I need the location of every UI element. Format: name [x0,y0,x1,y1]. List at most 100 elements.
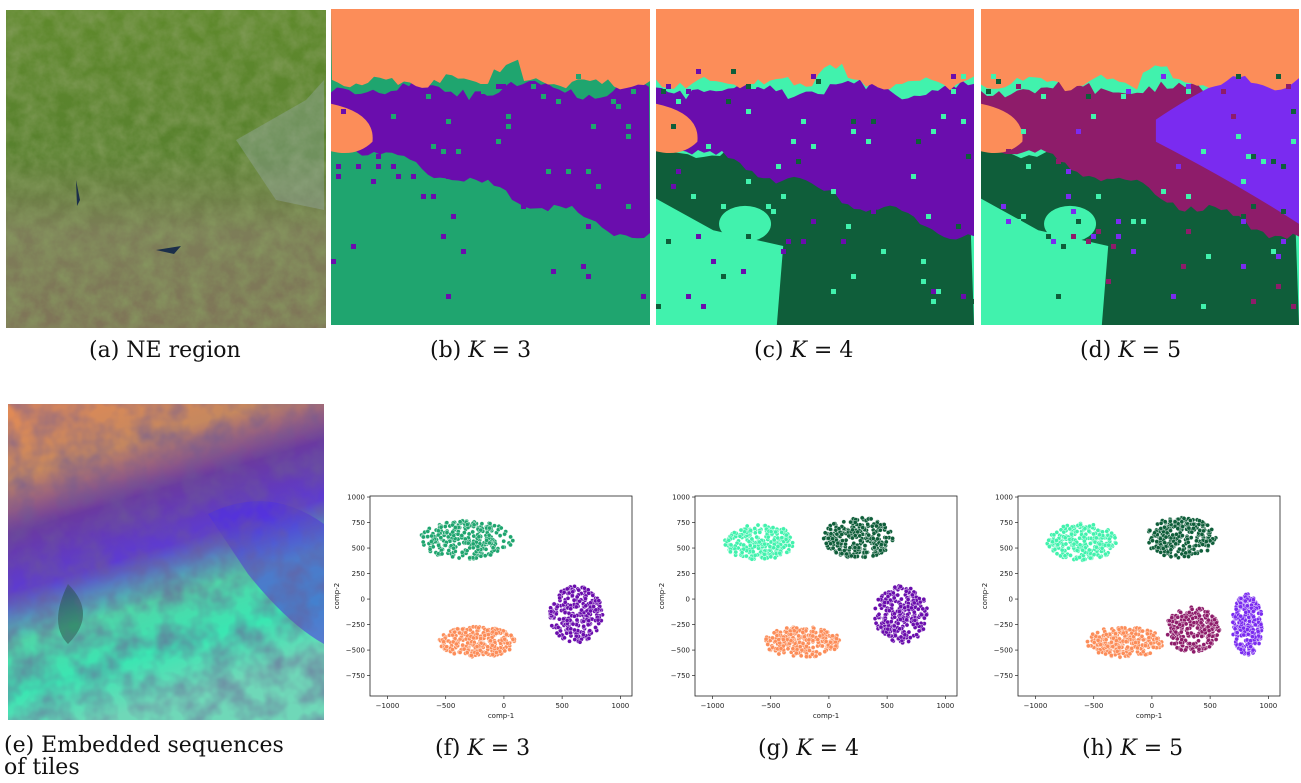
map-pixel [871,119,876,124]
scatter-point [561,590,567,595]
map-pixel [391,164,396,169]
y-tick-label: 0 [686,596,690,604]
scatter-point [438,524,444,530]
scatter-point [726,538,732,543]
scatter-point [898,634,904,640]
map-pixel [746,119,751,124]
map-pixel [951,89,956,94]
scatter-point [1103,551,1108,557]
map-pixel [796,159,801,164]
scatter-point [1179,637,1184,642]
scatter-point [883,535,889,541]
scatter-point [446,548,452,553]
scatter-point [889,637,895,643]
map-pixel [501,84,506,89]
scatter-point [779,530,784,535]
scatter-point [1253,622,1258,628]
map-pixel [611,99,616,104]
scatter-point [1245,627,1250,632]
scatter-point [1170,635,1176,641]
map-pixel [616,104,621,109]
scatter-point [1202,627,1207,633]
map-pixel [686,189,691,194]
y-tick-label: −500 [671,647,690,655]
scatter-point [484,538,489,543]
map-pixel [1061,244,1066,249]
map-pixel [541,94,546,99]
map-pixel [986,89,991,94]
map-pixel [516,124,521,129]
scatter-point [728,549,733,555]
map-pixel [1241,264,1246,269]
scatter-point [583,603,589,609]
scatter-point [862,554,868,560]
y-tick-label: 1000 [347,494,365,502]
map-pixel [1291,304,1296,309]
scatter-point [1139,634,1145,639]
map-pixel [791,139,796,144]
scatter-point [1197,518,1202,524]
scatter-point [852,533,858,538]
scatter-point [921,597,927,602]
scatter-point [1247,618,1252,624]
scatter-point [590,593,596,598]
scatter-point [490,652,495,657]
scatter-point [474,631,480,637]
scatter-point [1178,629,1184,635]
scatter-point [871,545,877,550]
scatter-point [474,644,480,649]
scatter-point [1062,535,1068,541]
scatter-point [1180,524,1185,529]
map-pixel [971,169,974,174]
scatter-point [1170,532,1175,538]
map-pixel [721,274,726,279]
y-axis-label: comp-2 [333,583,341,609]
scatter-point [741,546,747,552]
scatter-point [1251,614,1256,620]
scatter-point [1191,526,1196,531]
scatter-point [886,608,892,613]
scatter-point [450,647,455,652]
map-pixel [626,134,631,139]
map-pixel [691,194,696,199]
scatter-point [450,529,455,535]
scatter-point [820,643,825,649]
scatter-point [768,554,774,560]
map-pixel [446,174,451,179]
scatter-point [484,628,490,633]
scatter-point [443,524,448,529]
scatter-point [1251,597,1256,602]
scatter-point [1208,640,1214,646]
map-pixel [531,84,536,89]
scatter-point [1109,653,1114,658]
scatter-point [1238,604,1243,609]
scatter-point [454,641,459,647]
x-axis-label: comp-1 [813,712,839,720]
scatter-point [744,553,749,559]
scatter-point [924,612,929,618]
scatter-point [897,626,902,632]
scatter-point [510,637,516,642]
scatter-point [1103,651,1108,657]
scatter-point [444,530,450,535]
map-pixel [851,119,856,124]
scatter-point [841,519,847,525]
scatter-point [788,632,794,637]
map-pixel [1181,264,1186,269]
map-pixel [681,154,686,159]
scatter-point [1167,518,1173,524]
scatter-point [757,530,763,535]
scatter-point [1082,526,1088,532]
x-tick-label: −1000 [376,702,400,710]
scatter-point [922,615,927,621]
scatter-point [839,551,845,556]
map-pixel [801,119,806,124]
scatter-point [1243,610,1249,615]
scatter-point [1146,635,1152,640]
scatter-point [464,650,470,655]
scatter-point [1113,631,1118,636]
map-pixel [941,114,946,119]
map-pixel [1016,219,1021,224]
map-pixel [376,154,381,159]
scatter-point [464,548,470,554]
